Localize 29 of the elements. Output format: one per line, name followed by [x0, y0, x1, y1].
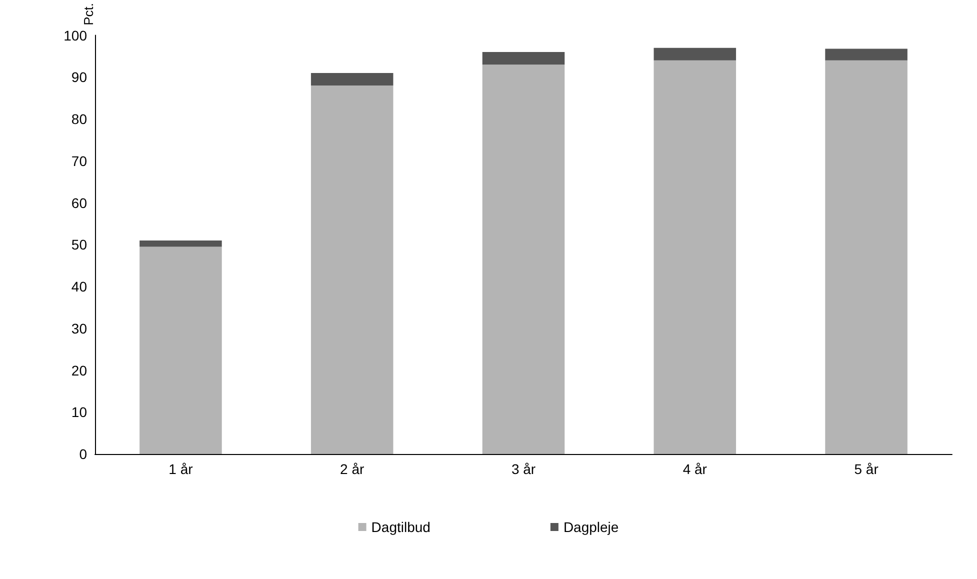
bar: [482, 52, 565, 65]
bar: [654, 48, 736, 60]
legend-label: Dagtilbud: [371, 519, 430, 535]
y-tick-label: 10: [71, 404, 88, 420]
x-tick-label: 4 år: [682, 461, 708, 477]
y-tick-label: 70: [71, 152, 88, 169]
y-tick-label: 80: [71, 111, 88, 128]
bar: [310, 72, 394, 86]
y-tick-label: 50: [71, 236, 88, 253]
y-axis-title: Pct.: [81, 3, 96, 26]
y-tick-label: 20: [71, 362, 88, 378]
x-tick-label: 3 år: [511, 461, 536, 477]
y-tick-label: 40: [71, 278, 88, 295]
y-tick-label: 90: [71, 69, 88, 86]
x-tick-label: 1 år: [168, 461, 194, 477]
bar: [140, 246, 222, 454]
x-tick-label: 2 år: [340, 461, 364, 477]
bar: [654, 60, 736, 454]
x-tick-label: 5 år: [854, 461, 879, 477]
y-tick-label: 0: [79, 446, 88, 462]
bar: [310, 86, 394, 454]
legend-label: Dagpleje: [563, 519, 619, 535]
y-tick-label: 30: [71, 320, 88, 336]
y-tick-label: 100: [64, 27, 88, 44]
bar: [825, 60, 908, 454]
bar: [825, 48, 908, 60]
bar: [140, 240, 222, 247]
y-tick-label: 60: [71, 194, 88, 211]
bar: [482, 64, 565, 454]
